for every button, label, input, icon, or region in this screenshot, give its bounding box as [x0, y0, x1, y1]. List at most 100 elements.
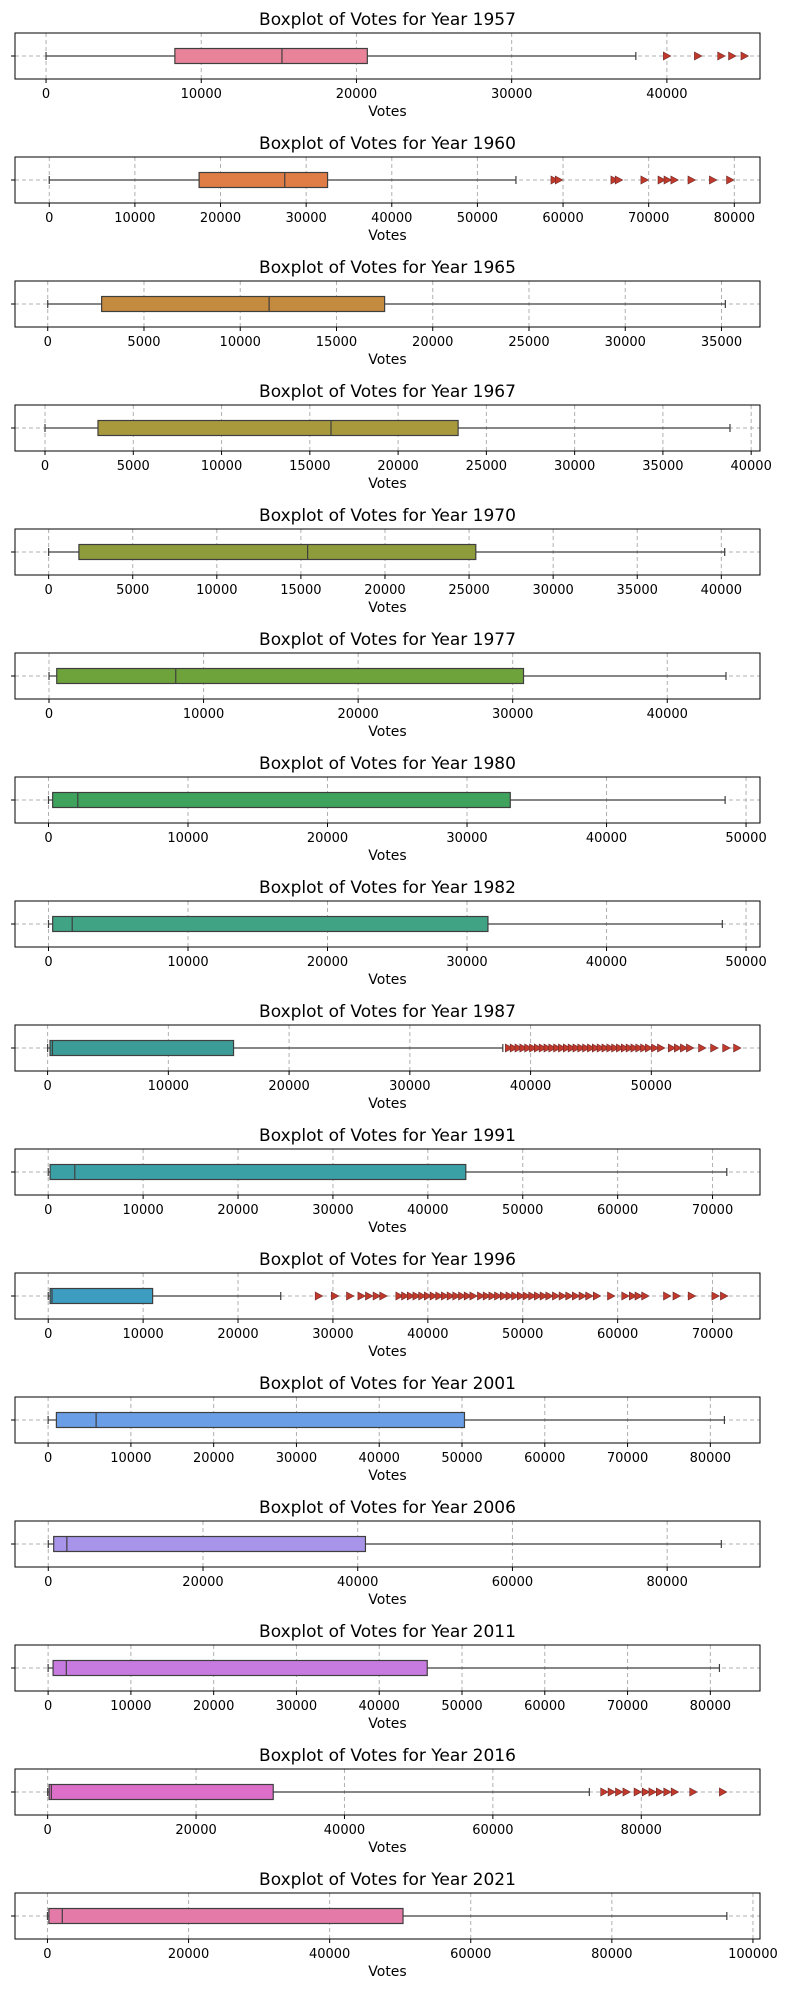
x-tick-label: 30000 — [312, 1203, 353, 1218]
outlier-point — [645, 1043, 654, 1053]
x-tick-label: 20000 — [193, 1699, 234, 1714]
x-tick-label: 40000 — [324, 1823, 365, 1838]
x-tick-label: 30000 — [554, 459, 595, 474]
x-axis-label: Votes — [368, 1592, 406, 1608]
iqr-box — [48, 1907, 404, 1925]
chart-panel-5: Boxplot of Votes for Year 1977 0 10000 2000… — [11, 630, 761, 740]
chart-title: Boxplot of Votes for Year 2016 — [259, 1746, 516, 1766]
outlier-point — [719, 1787, 728, 1797]
x-tick-label: 30000 — [389, 1079, 430, 1094]
outlier-point — [740, 51, 750, 61]
x-tick-label: 10000 — [201, 459, 242, 474]
outlier-point — [372, 1291, 382, 1301]
iqr-box — [56, 667, 525, 685]
outlier-point — [680, 1043, 689, 1053]
x-tick-label: 40000 — [407, 1203, 448, 1218]
x-tick-label: 20000 — [193, 1451, 234, 1466]
x-tick-label: 80000 — [690, 1699, 731, 1714]
outlier-point — [720, 1291, 729, 1301]
chart-title: Boxplot of Votes for Year 2006 — [259, 1498, 516, 1518]
x-tick-label: 50000 — [502, 1203, 543, 1218]
outlier-point — [558, 1291, 568, 1301]
outlier-point — [672, 1291, 682, 1301]
outlier-point — [548, 1043, 557, 1053]
x-tick-label: 30000 — [285, 211, 326, 226]
outlier-point — [331, 1291, 340, 1301]
x-tick-label: 60000 — [524, 1451, 565, 1466]
chart-title: Boxplot of Votes for Year 1977 — [259, 630, 516, 650]
x-tick-label: 20000 — [337, 707, 378, 722]
x-tick-label: 0 — [44, 1203, 52, 1218]
outlier-point — [565, 1291, 574, 1301]
outlier-point — [689, 1787, 698, 1797]
iqr-box — [52, 915, 489, 933]
iqr-box — [48, 1783, 274, 1801]
outlier-point — [545, 1291, 554, 1301]
x-tick-label: 0 — [45, 707, 53, 722]
chart-title: Boxplot of Votes for Year 1991 — [259, 1126, 516, 1146]
x-tick-label: 50000 — [502, 1327, 543, 1342]
outlier-point — [429, 1291, 439, 1301]
x-tick-label: 5000 — [127, 335, 160, 350]
outlier-point — [505, 1291, 515, 1301]
x-tick-label: 20000 — [175, 1823, 216, 1838]
outlier-point — [657, 175, 667, 185]
x-tick-label: 0 — [43, 1947, 51, 1962]
x-tick-label: 70000 — [607, 1699, 648, 1714]
x-tick-label: 50000 — [725, 831, 766, 846]
outlier-point — [592, 1291, 602, 1301]
x-axis-label: Votes — [368, 724, 406, 740]
outlier-point — [587, 1043, 596, 1053]
x-axis-label: Votes — [368, 1964, 406, 1980]
x-tick-label: 35000 — [701, 335, 742, 350]
x-axis-label: Votes — [368, 972, 406, 988]
x-tick-label: 50000 — [725, 955, 766, 970]
chart-panel-8: Boxplot of Votes for Year 1987 0 10000 2000… — [11, 1002, 761, 1112]
x-tick-label: 0 — [44, 1699, 52, 1714]
outlier-point — [412, 1291, 422, 1301]
outlier-point — [494, 1291, 503, 1301]
outlier-point — [552, 1291, 561, 1301]
x-tick-label: 20000 — [307, 955, 348, 970]
chart-panel-2: Boxplot of Votes for Year 1965 0 5000 10000… — [11, 258, 761, 368]
x-tick-label: 50000 — [441, 1699, 482, 1714]
x-tick-label: 80000 — [714, 211, 755, 226]
x-tick-label: 60000 — [597, 1327, 638, 1342]
chart-panel-13: Boxplot of Votes for Year 2011 0 10000 2000… — [11, 1622, 761, 1732]
x-tick-label: 5000 — [116, 583, 149, 598]
outlier-point — [709, 175, 718, 185]
iqr-box — [49, 1287, 154, 1305]
chart-panel-15: Boxplot of Votes for Year 2021 0 20000 4000… — [11, 1870, 778, 1980]
outlier-point — [630, 1043, 640, 1053]
chart-title: Boxplot of Votes for Year 1996 — [259, 1250, 516, 1270]
outlier-point — [629, 1291, 638, 1301]
x-tick-label: 0 — [44, 1327, 52, 1342]
x-tick-label: 30000 — [446, 955, 487, 970]
chart-panel-14: Boxplot of Votes for Year 2016 0 20000 4000… — [11, 1746, 761, 1856]
outlier-point — [534, 1043, 543, 1053]
x-tick-label: 40000 — [646, 87, 687, 102]
outlier-point — [505, 1043, 514, 1053]
x-tick-label: 15000 — [280, 583, 321, 598]
x-tick-label: 10000 — [110, 1451, 151, 1466]
x-tick-label: 70000 — [692, 1327, 733, 1342]
outlier-point — [694, 51, 703, 61]
outlier-point — [539, 1291, 549, 1301]
iqr-box — [78, 543, 477, 561]
outlier-point — [529, 1043, 538, 1053]
x-tick-label: 35000 — [642, 459, 683, 474]
chart-panel-12: Boxplot of Votes for Year 2006 0 20000 4000… — [11, 1498, 761, 1608]
x-tick-label: 25000 — [508, 335, 549, 350]
x-tick-label: 50000 — [457, 211, 498, 226]
outlier-point — [452, 1291, 461, 1301]
x-tick-label: 20000 — [200, 211, 241, 226]
outlier-point — [550, 175, 560, 185]
outlier-point — [641, 1291, 650, 1301]
chart-panel-0: Boxplot of Votes for Year 1957 0 10000 2000… — [11, 10, 761, 120]
x-tick-label: 70000 — [628, 211, 669, 226]
outlier-point — [657, 1043, 666, 1053]
outlier-point — [528, 1291, 537, 1301]
x-tick-label: 10000 — [114, 211, 155, 226]
x-tick-label: 20000 — [412, 335, 453, 350]
outlier-point — [607, 1291, 616, 1301]
